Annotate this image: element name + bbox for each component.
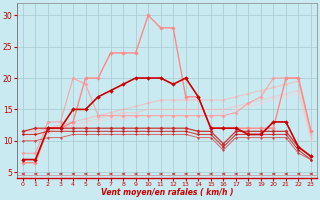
X-axis label: Vent moyen/en rafales ( km/h ): Vent moyen/en rafales ( km/h ) xyxy=(101,188,233,197)
